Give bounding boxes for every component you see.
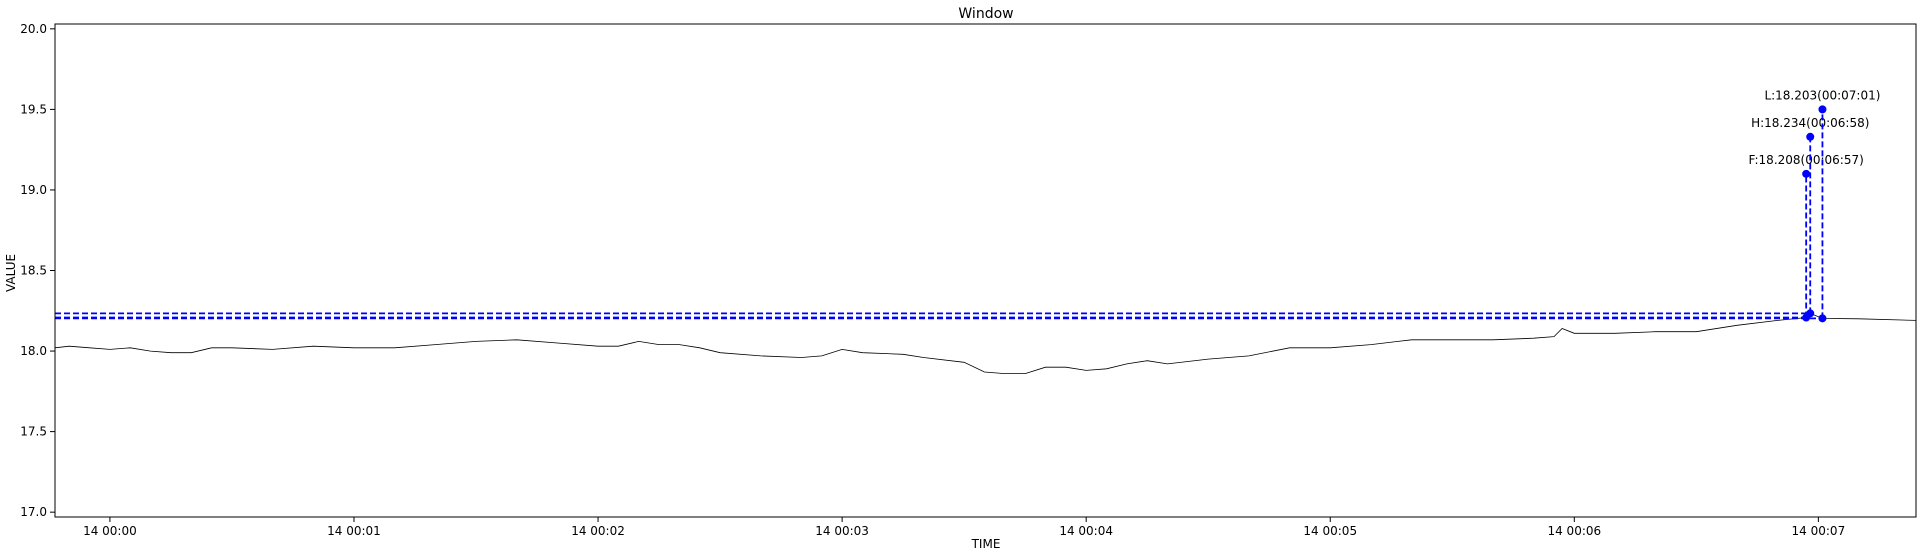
x-tick-label-5: 14 00:05 — [1303, 524, 1357, 538]
series-line-0 — [55, 312, 1916, 374]
y-tick-label-2: 18.0 — [20, 344, 47, 358]
x-tick-label-0: 14 00:00 — [83, 524, 137, 538]
y-tick-label-6: 20.0 — [20, 22, 47, 36]
marker-label-point-2 — [1818, 105, 1827, 114]
marker-base-point-2 — [1818, 314, 1827, 323]
y-tick-label-4: 19.0 — [20, 183, 47, 197]
x-tick-label-4: 14 00:04 — [1059, 524, 1113, 538]
plot-area: F:18.208(00:06:57) H:18.234(00:06:58) L:18… — [55, 88, 1916, 374]
marker-label-2: L:18.203(00:07:01) — [1764, 88, 1880, 102]
x-tick-label-1: 14 00:01 — [327, 524, 381, 538]
y-tick-label-1: 17.5 — [20, 425, 47, 439]
y-axis-label: VALUE — [4, 254, 18, 292]
marker-label-point-1 — [1806, 132, 1815, 141]
marker-label-point-0 — [1802, 169, 1811, 178]
x-tick-label-3: 14 00:03 — [815, 524, 869, 538]
marker-label-0: F:18.208(00:06:57) — [1749, 153, 1864, 167]
x-tick-label-2: 14 00:02 — [571, 524, 625, 538]
chart-title: Window — [958, 6, 1013, 22]
x-tick-label-7: 14 00:07 — [1792, 524, 1846, 538]
x-axis-label: TIME — [971, 537, 1001, 551]
y-tick-label-0: 17.0 — [20, 505, 47, 519]
y-tick-label-5: 19.5 — [20, 102, 47, 116]
marker-label-1: H:18.234(00:06:58) — [1751, 116, 1869, 130]
marker-base-point-1 — [1806, 309, 1815, 318]
y-tick-label-3: 18.5 — [20, 264, 47, 278]
x-tick-label-6: 14 00:06 — [1547, 524, 1601, 538]
